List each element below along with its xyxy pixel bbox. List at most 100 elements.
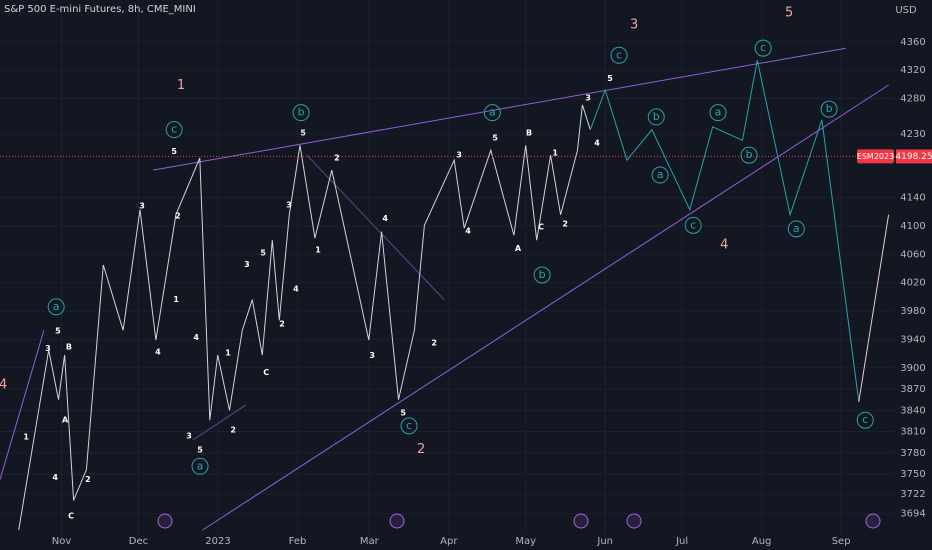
wave-label: 4 — [465, 227, 471, 236]
y-tick-label: 3694 — [900, 509, 925, 520]
x-tick-label: Apr — [440, 536, 458, 547]
wave-label: 1 — [552, 149, 558, 158]
degree-label: 3 — [630, 17, 638, 32]
event-icon[interactable] — [389, 513, 405, 529]
grid — [0, 0, 895, 535]
wave-label: B — [526, 129, 532, 138]
wave-line — [858, 214, 890, 402]
wave-label-circled: c — [760, 41, 766, 54]
wave-label-circled: a — [53, 300, 60, 313]
y-tick-label: 3810 — [900, 427, 925, 438]
y-tick-label: 4360 — [900, 37, 925, 48]
wave-circle — [651, 166, 669, 184]
y-tick-label: 3722 — [900, 489, 925, 500]
wave-label-circled: c — [690, 218, 696, 231]
wave-circle — [647, 108, 665, 126]
y-tick-label: 4020 — [900, 278, 925, 289]
wave-line — [18, 104, 591, 531]
x-tick-label: Feb — [289, 536, 307, 547]
wave-label: 4 — [193, 333, 199, 342]
x-tick-label: Dec — [129, 536, 148, 547]
event-icon[interactable] — [626, 513, 642, 529]
wave-circle — [533, 266, 551, 284]
wave-label-circled: a — [715, 106, 722, 119]
wave-label: 2 — [334, 154, 340, 163]
x-tick-label: Sep — [832, 536, 851, 547]
y-tick-label: 4230 — [900, 129, 925, 140]
wave-circle — [684, 216, 702, 234]
wave-label: 1 — [23, 433, 29, 442]
wave-label: 2 — [85, 475, 91, 484]
wave-label: C — [68, 511, 74, 520]
wave-label: B — [66, 343, 72, 352]
x-tick-label: Jul — [675, 536, 688, 547]
y-tick-label: 4060 — [900, 249, 925, 260]
wave-circle — [165, 121, 183, 139]
wave-label-circled: b — [746, 148, 753, 161]
wave-label: 3 — [139, 202, 145, 211]
wave-label: 1 — [315, 246, 321, 255]
wave-label: 5 — [260, 248, 266, 257]
wave-label: 4 — [594, 139, 600, 148]
wave-label: 5 — [400, 409, 406, 418]
wave-circle — [856, 411, 874, 429]
wave-label: 4 — [52, 473, 58, 482]
currency: USD — [895, 5, 917, 16]
x-tick-label: Mar — [360, 536, 380, 547]
y-tick-label: 3840 — [900, 405, 925, 416]
degree-label: 5 — [785, 5, 793, 20]
x-tick-label: May — [515, 536, 536, 547]
wave-label: 5 — [55, 326, 61, 335]
price-tag — [896, 149, 932, 164]
wave-label-circled: b — [298, 106, 305, 119]
wave-circle — [820, 100, 838, 118]
event-icons — [157, 513, 881, 529]
wave-label: 3 — [244, 260, 250, 269]
event-icon[interactable] — [157, 513, 173, 529]
wave-label: 2 — [279, 319, 285, 328]
wave-label: 3 — [186, 431, 192, 440]
wave-label: 5 — [171, 147, 177, 156]
event-icon[interactable] — [865, 513, 881, 529]
x-tick-label: 2023 — [205, 536, 230, 547]
wave-label: 3 — [585, 93, 591, 102]
wave-label-circled: b — [653, 110, 660, 123]
wave-label-circled: c — [171, 123, 177, 136]
wave-label: 4 — [382, 214, 388, 223]
wave-label: C — [263, 368, 269, 377]
wave-label: 1 — [173, 295, 179, 304]
symbol-tag — [857, 149, 894, 164]
y-tick-label: 3780 — [900, 448, 925, 459]
wave-circle — [483, 104, 501, 122]
y-tick-label: 3980 — [900, 306, 925, 317]
x-tick-label: Nov — [52, 536, 72, 547]
wave-label: 2 — [431, 338, 437, 347]
wave-label: 2 — [562, 219, 568, 228]
wave-label: 4 — [155, 348, 161, 357]
wave-label-circled: a — [657, 168, 664, 181]
wave-label-circled: b — [539, 268, 546, 281]
wave-label-circled: c — [406, 419, 412, 432]
y-tick-label: 4320 — [900, 65, 925, 76]
y-tick-label: 4140 — [900, 193, 925, 204]
wave-label-circled: c — [616, 48, 622, 61]
trend-line — [0, 330, 45, 480]
wave-circle — [47, 298, 65, 316]
degree-label: 1 — [177, 78, 185, 93]
y-tick-label: 3750 — [900, 469, 925, 480]
event-icon[interactable] — [573, 513, 589, 529]
y-tick-label: 4100 — [900, 221, 925, 232]
wave-label: 1 — [225, 348, 231, 357]
wave-label: A — [515, 244, 522, 253]
symbol-label: ESM2023 — [857, 152, 894, 161]
wave-label: 2 — [175, 212, 181, 221]
wave-label: A — [62, 416, 69, 425]
wave-label: 3 — [45, 344, 51, 353]
wave-label: 3 — [286, 200, 292, 209]
wave-circle — [754, 39, 772, 57]
price-label: 4198.25 — [895, 152, 932, 162]
wave-label-circled: a — [197, 459, 204, 472]
y-tick-label: 3900 — [900, 363, 925, 374]
